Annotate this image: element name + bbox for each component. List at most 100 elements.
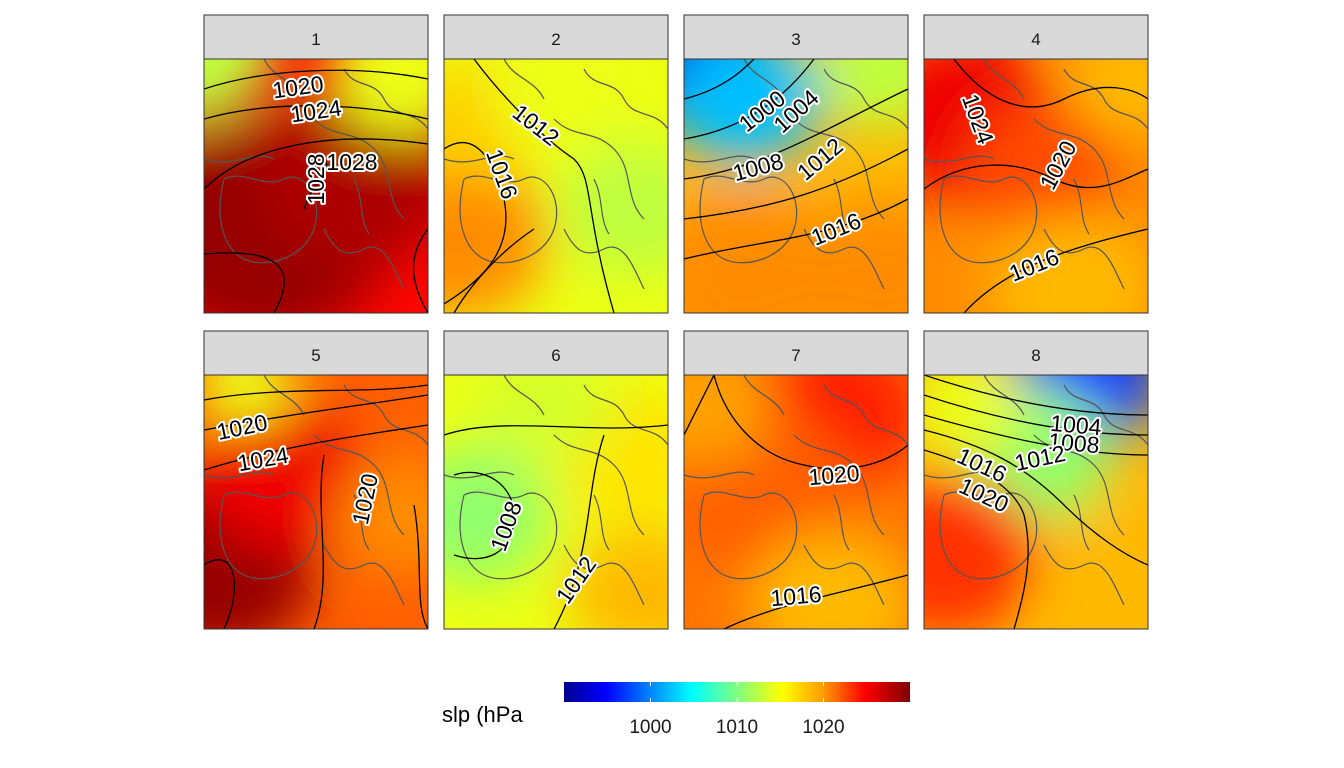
slp-field-blob	[790, 196, 908, 313]
country-border	[1073, 494, 1090, 551]
colorbar-legend: slp (hPa 1000 1010 1020	[442, 682, 910, 738]
isobar-line	[924, 449, 1029, 629]
country-border	[833, 178, 850, 235]
country-border	[313, 118, 405, 220]
facet-strip-label: 8	[1031, 346, 1040, 365]
country-border	[343, 68, 428, 130]
country-border	[583, 68, 668, 130]
country-border	[1043, 544, 1125, 606]
facet-strip-label: 3	[791, 30, 800, 49]
isobar-line	[444, 142, 507, 305]
isobar-label: 1024	[289, 95, 343, 128]
country-border	[823, 384, 908, 446]
slp-field-blob	[684, 375, 772, 465]
isobar-line	[453, 471, 515, 560]
isobar-label: 1028	[326, 149, 377, 175]
country-border	[204, 471, 275, 479]
country-border	[924, 471, 995, 479]
country-border	[823, 68, 908, 130]
country-border	[353, 494, 370, 551]
country-border	[444, 471, 515, 479]
facet-strip-label: 6	[551, 346, 560, 365]
country-border	[924, 155, 995, 163]
isobar-line	[713, 375, 908, 470]
country-border	[313, 434, 405, 536]
slp-field-blob	[1066, 59, 1148, 139]
slp-field-blob	[476, 375, 612, 465]
isobar-line	[684, 375, 715, 436]
country-border	[219, 175, 318, 264]
country-border	[699, 491, 798, 580]
isobar-line	[963, 228, 1148, 313]
country-border	[459, 175, 558, 264]
isobar-label: 1016	[769, 581, 822, 611]
isobar-line	[924, 164, 1148, 190]
isobar-line	[204, 69, 428, 90]
isobar-label: 1020	[807, 460, 860, 490]
country-border	[743, 375, 785, 416]
isobar-line	[924, 429, 1148, 566]
isobar-label: 1004	[1049, 410, 1102, 440]
slp-field-blob	[336, 455, 428, 575]
colorbar-title: slp (hPa	[442, 702, 523, 727]
isobar-line	[204, 559, 236, 629]
country-border	[503, 59, 545, 100]
isobar-line	[684, 198, 908, 260]
isobar-line	[924, 375, 1148, 416]
slp-field-blob	[816, 59, 908, 129]
isobar-line	[204, 252, 285, 313]
isobar-line	[453, 228, 535, 313]
isobar-line	[723, 574, 908, 629]
country-border	[803, 544, 885, 606]
facet-strip	[683, 14, 909, 60]
country-border	[1063, 68, 1148, 130]
facet-strip-label: 5	[311, 346, 320, 365]
country-border	[583, 384, 668, 446]
country-border	[983, 375, 1025, 416]
country-border	[323, 228, 405, 290]
panel-border	[923, 58, 1149, 314]
country-border	[593, 494, 610, 551]
facet-strip	[923, 14, 1149, 60]
isobar-line	[684, 88, 908, 180]
map-area: 1020 1016	[683, 374, 909, 630]
isobar-line	[684, 148, 908, 220]
country-border	[323, 544, 405, 606]
country-border	[444, 155, 515, 163]
country-border	[553, 434, 645, 536]
colorbar-tick-label: 1010	[716, 717, 758, 738]
country-border	[1043, 228, 1125, 290]
isobar-line	[313, 454, 325, 629]
isobar-line	[204, 394, 428, 431]
country-border	[983, 59, 1025, 100]
facet-strip	[443, 330, 669, 376]
slp-field-blob	[1047, 507, 1148, 629]
country-border	[353, 178, 370, 235]
isobar-label: 1008	[1047, 428, 1100, 458]
isobar-line	[684, 59, 815, 140]
facet-strip	[923, 330, 1149, 376]
country-border	[1033, 118, 1125, 220]
country-border	[699, 175, 798, 264]
country-border	[563, 544, 645, 606]
country-border	[219, 491, 318, 580]
slp-field-blob	[204, 375, 295, 425]
colorbar-tick-label: 1000	[629, 717, 671, 738]
panel-border	[443, 374, 669, 630]
isobar-line	[553, 434, 605, 629]
isobar-line	[924, 414, 1148, 456]
country-border	[204, 155, 275, 163]
facet-strip	[203, 330, 429, 376]
slp-field-blob	[444, 156, 548, 313]
country-border	[684, 155, 755, 163]
facet-strip-label: 2	[551, 30, 560, 49]
